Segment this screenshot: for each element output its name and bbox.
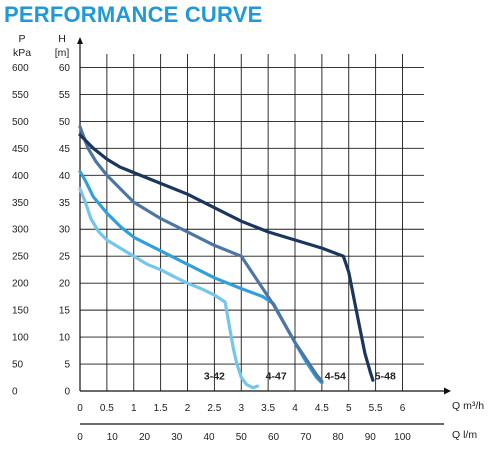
x2-tick-label-9: 90 <box>365 432 377 443</box>
plot-frame <box>77 37 451 425</box>
x2-tick-label-5: 50 <box>236 432 248 443</box>
x-tick-label-1: 0.5 <box>100 403 114 414</box>
y-tick-label-5: 25 <box>59 252 71 263</box>
y-tick-label-4: 20 <box>59 279 71 290</box>
curves <box>78 125 375 390</box>
y2-tick-label-3: 150 <box>12 306 29 317</box>
y-tick-label-7: 35 <box>59 198 71 209</box>
y-tick-label-3: 15 <box>59 306 71 317</box>
x2-tick-label-8: 80 <box>332 432 344 443</box>
y-tick-label-1: 5 <box>64 360 70 371</box>
x-tick-label-3: 1.5 <box>154 403 168 414</box>
y-tick-label-0: 0 <box>64 387 70 398</box>
y-axis-unit: [m] <box>55 47 70 59</box>
y2-tick-label-9: 450 <box>12 144 29 155</box>
x-tick-label-4: 2 <box>185 403 191 414</box>
x-axis-unit: Q m³/h <box>452 400 484 412</box>
x2-tick-label-0: 0 <box>77 432 83 443</box>
y-axis-arrow <box>77 37 83 44</box>
y2-axis-unit: kPa <box>13 47 31 59</box>
y-tick-label-11: 55 <box>59 90 71 101</box>
x-tick-label-8: 4 <box>292 403 298 414</box>
y2-tick-label-7: 350 <box>12 198 29 209</box>
x-tick-label-0: 0 <box>77 403 83 414</box>
y2-axis-label: P <box>18 33 25 45</box>
y2-tick-label-11: 550 <box>12 90 29 101</box>
y-tick-label-8: 40 <box>59 171 71 182</box>
x-axis-arrow <box>444 387 451 395</box>
y-tick-label-12: 60 <box>59 63 71 74</box>
x-tick-label-11: 5.5 <box>369 403 383 414</box>
x-tick-label-12: 6 <box>400 403 406 414</box>
y2-tick-label-6: 300 <box>12 225 29 236</box>
y-axis-label: H <box>58 33 66 45</box>
y2-tick-label-12: 600 <box>12 63 29 74</box>
x-tick-label-7: 3.5 <box>261 403 275 414</box>
y2-tick-label-2: 100 <box>12 333 29 344</box>
axis-labels: 0510152025303540455055600501001502002503… <box>12 33 484 443</box>
curve-4-47 <box>78 169 324 385</box>
curve-3-42 <box>78 187 259 390</box>
x2-tick-label-2: 20 <box>139 432 151 443</box>
y2-tick-label-10: 500 <box>12 117 29 128</box>
x-tick-label-6: 3 <box>238 403 244 414</box>
y-tick-label-10: 50 <box>59 117 71 128</box>
y2-tick-label-8: 400 <box>12 171 29 182</box>
x2-tick-label-10: 100 <box>394 432 411 443</box>
curve-label-4-54: 4-54 <box>325 370 346 382</box>
chart-title: PERFORMANCE CURVE <box>4 2 263 27</box>
grid <box>80 54 424 391</box>
x2-axis-unit: Q l/m <box>452 429 477 441</box>
curve-5-48 <box>78 133 375 382</box>
x-tick-label-5: 2.5 <box>207 403 221 414</box>
x-tick-label-9: 4.5 <box>315 403 329 414</box>
curve-label-3-42: 3-42 <box>204 370 225 382</box>
y-tick-label-2: 10 <box>59 333 71 344</box>
y-tick-label-6: 30 <box>59 225 71 236</box>
y2-tick-label-5: 250 <box>12 252 29 263</box>
curve-label-4-47: 4-47 <box>266 370 287 382</box>
x2-tick-label-4: 40 <box>203 432 215 443</box>
x2-tick-label-3: 30 <box>171 432 183 443</box>
x-tick-label-2: 1 <box>131 403 137 414</box>
y-tick-label-9: 45 <box>59 144 71 155</box>
x2-tick-label-6: 60 <box>268 432 280 443</box>
curve-label-5-48: 5-48 <box>375 370 396 382</box>
x2-tick-label-7: 70 <box>300 432 312 443</box>
y2-tick-label-0: 0 <box>12 387 18 398</box>
x-tick-label-10: 5 <box>346 403 352 414</box>
curve-4-54 <box>78 125 324 383</box>
x2-tick-label-1: 10 <box>107 432 119 443</box>
y2-tick-label-1: 50 <box>12 360 24 371</box>
y2-tick-label-4: 200 <box>12 279 29 290</box>
